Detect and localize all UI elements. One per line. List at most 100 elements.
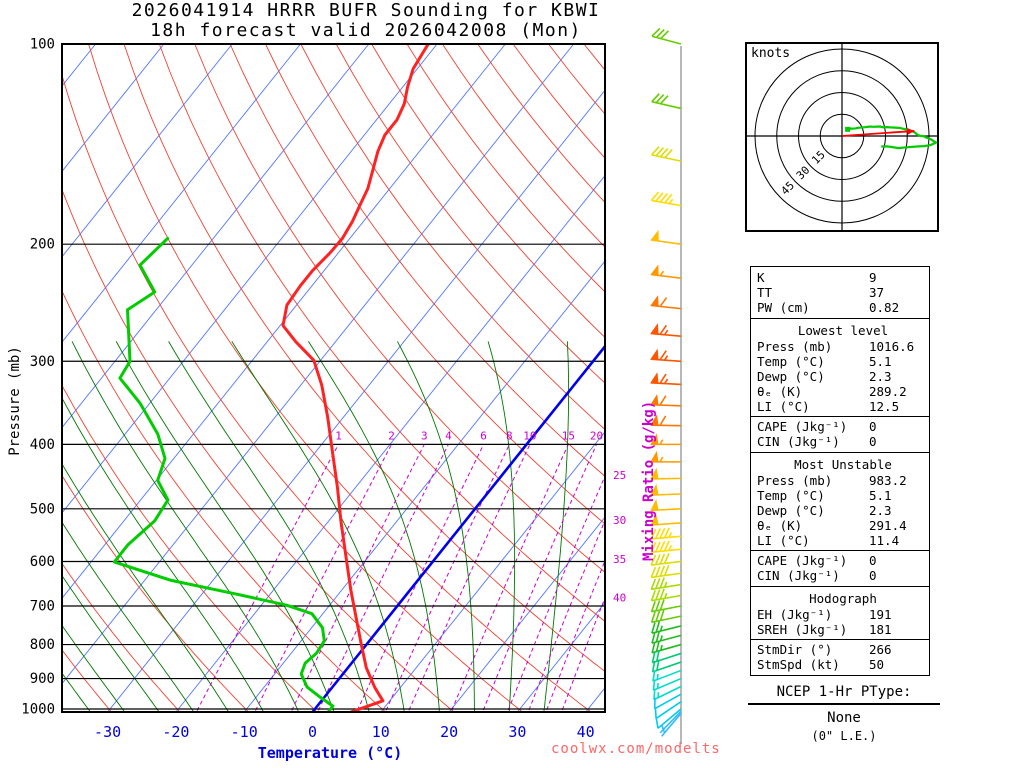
wind-barb [651,631,682,644]
moist-adiabat [62,463,230,712]
mixing-ratio-line [290,444,425,712]
wind-barb [653,693,682,710]
wind-barb [651,621,682,634]
panel-row-value: 37 [869,285,885,300]
panel-row: EH (Jkg⁻¹) 191 [757,607,929,622]
mixing-ratio-tick-label: 40 [613,592,626,605]
panel-row-label: Temp (°C) [757,488,825,503]
mixing-ratio-line [356,444,485,712]
wind-barb [650,348,682,363]
panel-section-lowest-level: Lowest level Press (mb) 1016.6 Temp (°C) 5.1… [750,318,930,453]
wind-barb [650,588,682,602]
panel-row-value: 983.2 [869,473,907,488]
panel-row-value: 291.4 [869,518,907,533]
wind-barb [651,93,682,110]
temp-tick-label: -20 [162,723,189,741]
panel-row-label: LI (°C) [757,399,810,414]
wind-barb [650,295,682,310]
panel-row-label: θₑ (K) [757,518,803,533]
plot-border [61,43,606,713]
panel-row-label: Press (mb) [757,473,833,488]
ptype-note: (0" L.E.) [811,729,877,743]
wind-barb [650,372,682,386]
dry-adiabat [229,44,605,525]
panel-row-label: TT [757,285,773,300]
mixing-ratio-tick-label: 3 [421,429,428,442]
moist-adiabat [62,521,195,712]
hodograph-units-label: knots [751,46,791,61]
wind-barb [650,264,682,279]
wind-barb [650,450,681,463]
temp-tick-label: -30 [94,723,121,741]
panel-row-value: 9 [869,270,877,285]
panel-row: StmDir (°) 266 [757,642,929,657]
panel-row-label: CAPE (Jkg⁻¹) [757,419,848,434]
pressure-tick-label: 700 [30,598,55,614]
skewt-grid [62,44,605,712]
isotherm [243,260,605,712]
panel-row-value: 289.2 [869,384,907,399]
panel-row: StmSpd (kt) 50 [757,657,929,672]
pressure-tick-label: 500 [30,501,55,517]
wind-barb [654,701,682,720]
pressure-tick-label: 900 [30,671,55,687]
hodograph-ring-label: 45 [778,179,797,198]
panel-row: TT 37 [757,285,929,300]
mixing-ratio-axis-label: Mixing Ratio (g/kg) [641,400,657,561]
panel-row: PW (cm) 0.82 [757,300,929,315]
wind-barb [650,499,682,512]
mixing-ratio-tick-label: 30 [613,514,626,527]
mixing-ratio-tick-label: 20 [590,429,603,442]
panel-row: CAPE (Jkg⁻¹) 0 [757,553,929,568]
panel-row: CIN (Jkg⁻¹) 0 [757,434,929,449]
dry-adiabat [194,44,605,573]
panel-row-value: 5.1 [869,488,892,503]
wind-barb [650,609,682,624]
pressure-tick-label: 300 [30,354,55,370]
moist-adiabat [62,672,92,712]
dry-adiabat [300,44,605,431]
panel-section-header: Lowest level [797,323,889,338]
moist-adiabat [168,341,370,712]
moist-adiabat [308,341,440,712]
panel-row: LI (°C) 12.5 [757,399,929,414]
ptype-block: NCEP 1-Hr PType: None (0" L.E.) [748,684,940,743]
panel-row-label: SREH (Jkg⁻¹) [757,622,848,637]
mixing-ratio-tick-label: 6 [480,429,487,442]
temp-tick-label: -10 [231,723,258,741]
mixing-ratio-tick-label: 4 [445,429,452,442]
isotherm [62,44,575,685]
panel-row-value: 1016.6 [869,339,915,354]
panel-row-label: Dewp (°C) [757,369,825,384]
panel-divider [751,639,929,640]
isotherm [380,431,605,712]
mixing-ratio-line [317,444,449,712]
panel-row-label: CIN (Jkg⁻¹) [757,434,840,449]
wind-barb [651,640,682,654]
mixing-ratio-tick-label: 35 [613,553,626,566]
panel-row: CIN (Jkg⁻¹) 0 [757,568,929,583]
wind-barb [650,393,682,407]
temp-tick-label: 20 [440,723,458,741]
moist-adiabat [231,341,405,712]
ptype-value: None [827,710,861,726]
hodograph-ring-label: 15 [809,148,828,167]
isotherm [62,44,165,173]
wind-barb [650,323,682,337]
temp-tick-label: 40 [577,723,595,741]
wind-barb [661,712,682,737]
wind-barb [651,650,682,664]
panel-row-value: 5.1 [869,354,892,369]
panel-row: CAPE (Jkg⁻¹) 0 [757,419,929,434]
panel-row-value: 0 [869,568,877,583]
dry-adiabat [62,649,113,712]
panel-row-label: Dewp (°C) [757,503,825,518]
mixing-ratio-line [482,444,597,712]
temperature-curve [281,44,430,712]
hodograph-ring [776,70,908,202]
title: 2026041914 HRRR BUFR Sounding for KBWI 1… [10,1,722,41]
pressure-tick-label: 800 [30,637,55,653]
